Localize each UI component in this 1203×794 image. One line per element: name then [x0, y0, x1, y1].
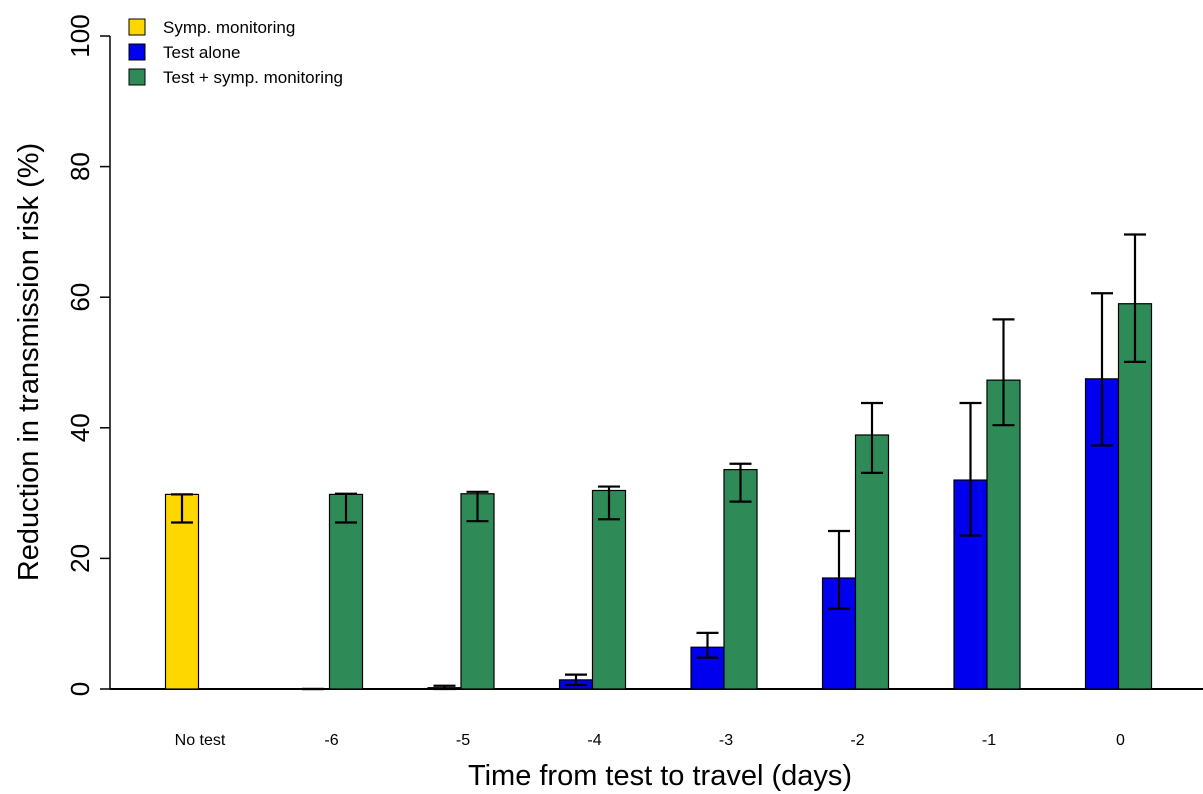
legend-swatch: [128, 43, 146, 61]
y-tick-label: 20: [65, 544, 95, 573]
legend-swatch: [128, 68, 146, 86]
bar: [460, 493, 495, 690]
legend-label: Test alone: [163, 43, 241, 62]
x-tick-label: No test: [175, 732, 226, 749]
x-tick-label: -4: [587, 732, 601, 749]
x-tick-label: 0: [1116, 732, 1125, 749]
y-tick-label: 60: [65, 283, 95, 312]
plot-area: 0 20 40 60 80 100 No test -6 -5 -4 -3 -2 -1 0: [65, 14, 1203, 749]
x-tick-label: -2: [850, 732, 864, 749]
y-tick-label: 100: [65, 14, 95, 57]
bar: [821, 577, 857, 690]
legend: Symp. monitoring Test alone Test + symp. m…: [128, 18, 343, 87]
bar: [986, 379, 1021, 690]
legend-swatch: [128, 18, 146, 36]
y-tick-label: 80: [65, 152, 95, 181]
bar: [164, 493, 200, 690]
x-tick-label: -5: [456, 732, 470, 749]
x-tick-label: -6: [324, 732, 338, 749]
y-tick-label: 0: [65, 682, 95, 696]
bar: [328, 493, 364, 690]
bar: [1117, 303, 1153, 690]
legend-label: Symp. monitoring: [163, 18, 295, 37]
x-tick-label: -3: [719, 732, 733, 749]
legend-label: Test + symp. monitoring: [163, 68, 343, 87]
y-axis-title: Reduction in transmission risk (%): [13, 143, 45, 581]
x-tick-label: -1: [982, 732, 996, 749]
y-tick-label: 40: [65, 413, 95, 442]
bar: [591, 489, 627, 690]
bar: [723, 468, 758, 690]
x-axis-title: Time from test to travel (days): [468, 760, 852, 792]
